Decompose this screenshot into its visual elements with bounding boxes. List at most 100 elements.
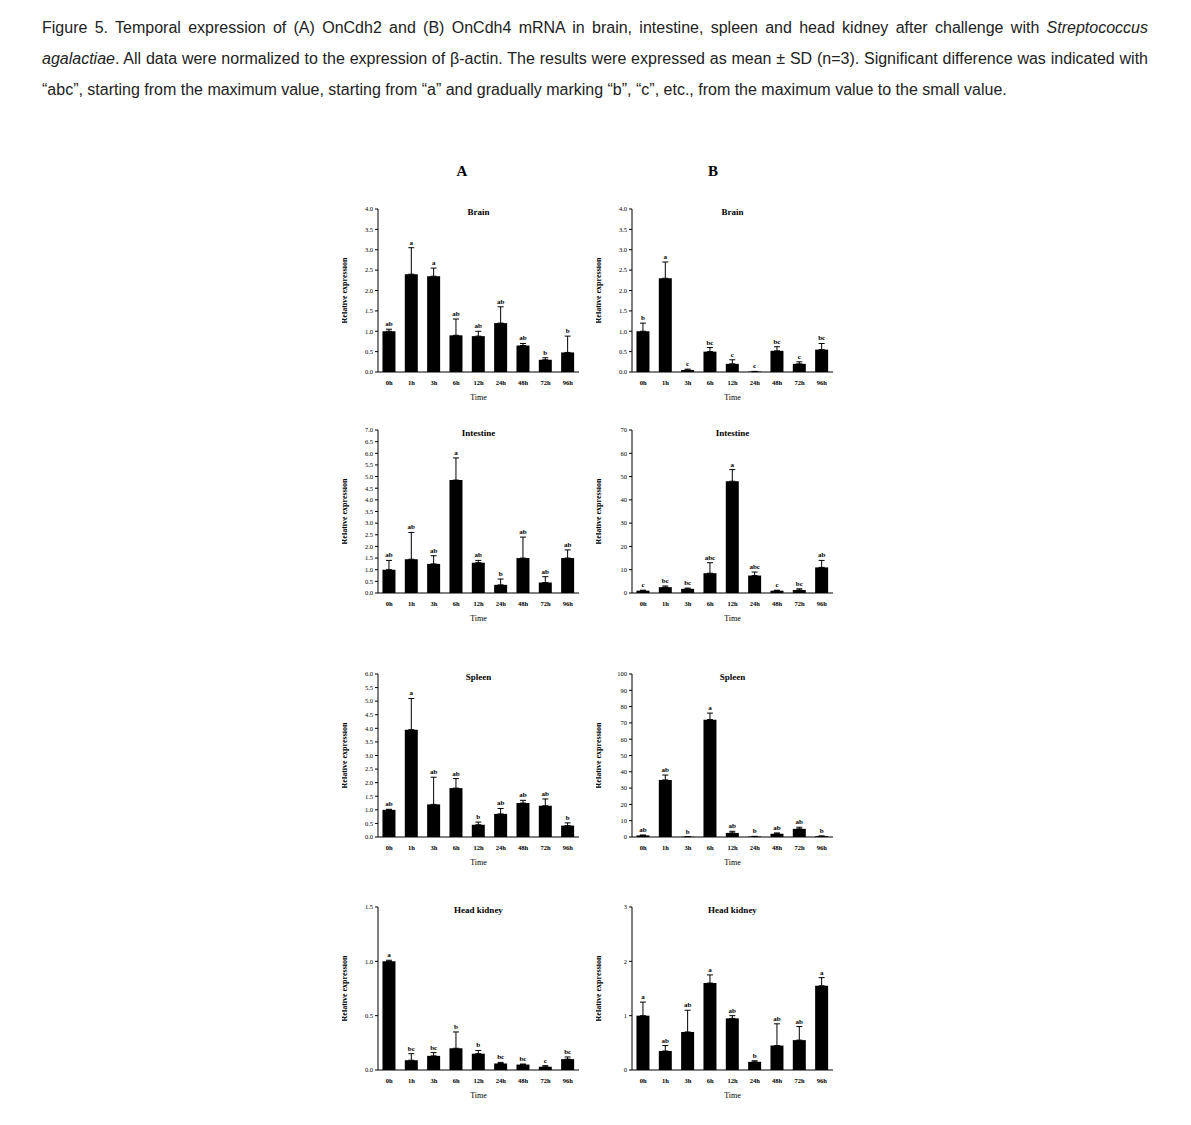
svg-text:24h: 24h: [750, 1077, 761, 1084]
svg-text:ab: ab: [475, 551, 483, 559]
svg-text:Time: Time: [724, 1091, 741, 1100]
svg-text:0h: 0h: [386, 1077, 393, 1084]
svg-text:48h: 48h: [772, 1077, 783, 1084]
svg-text:ab: ab: [430, 768, 438, 776]
svg-text:90: 90: [621, 687, 628, 694]
svg-text:4.5: 4.5: [365, 711, 373, 718]
svg-text:6h: 6h: [707, 844, 714, 851]
svg-text:72h: 72h: [794, 379, 805, 386]
svg-text:0h: 0h: [640, 600, 647, 607]
svg-text:1.0: 1.0: [365, 958, 373, 965]
svg-text:4.5: 4.5: [365, 485, 373, 492]
svg-text:Time: Time: [470, 393, 487, 402]
svg-text:Relative expression: Relative expression: [342, 257, 349, 323]
svg-text:1.0: 1.0: [365, 806, 373, 813]
svg-text:3.0: 3.0: [619, 246, 627, 253]
svg-text:ab: ab: [519, 791, 527, 799]
svg-text:72h: 72h: [794, 600, 805, 607]
svg-text:c: c: [775, 581, 778, 589]
svg-text:ab: ab: [773, 1015, 781, 1023]
svg-text:48h: 48h: [772, 379, 783, 386]
svg-text:6h: 6h: [707, 379, 714, 386]
svg-text:ab: ab: [662, 766, 670, 774]
svg-text:3.0: 3.0: [365, 752, 373, 759]
svg-text:4.0: 4.0: [365, 205, 373, 212]
svg-text:6h: 6h: [453, 379, 460, 386]
svg-text:ab: ab: [796, 1018, 804, 1026]
svg-text:70: 70: [621, 719, 628, 726]
svg-text:ab: ab: [408, 523, 416, 531]
svg-text:12h: 12h: [727, 600, 738, 607]
svg-text:0: 0: [624, 833, 627, 840]
svg-text:bc: bc: [684, 579, 691, 587]
svg-text:c: c: [686, 360, 689, 368]
svg-text:Relative expression: Relative expression: [596, 955, 603, 1021]
svg-text:b: b: [753, 827, 757, 835]
svg-text:48h: 48h: [518, 844, 529, 851]
svg-text:ab: ab: [684, 1001, 692, 1009]
svg-text:2.5: 2.5: [619, 266, 627, 273]
svg-text:ab: ab: [497, 298, 505, 306]
svg-text:24h: 24h: [750, 844, 761, 851]
svg-text:96h: 96h: [817, 844, 828, 851]
svg-text:1: 1: [624, 1012, 627, 1019]
svg-text:1.5: 1.5: [365, 793, 373, 800]
svg-text:72h: 72h: [540, 844, 551, 851]
svg-text:12h: 12h: [727, 1077, 738, 1084]
svg-text:b: b: [543, 349, 547, 357]
svg-text:3h: 3h: [684, 1077, 691, 1084]
svg-text:1.0: 1.0: [365, 328, 373, 335]
svg-text:3h: 3h: [684, 379, 691, 386]
svg-text:ab: ab: [564, 541, 572, 549]
svg-text:6.5: 6.5: [365, 438, 373, 445]
svg-text:1.0: 1.0: [619, 328, 627, 335]
svg-text:24h: 24h: [496, 600, 507, 607]
svg-text:ab: ab: [796, 818, 804, 826]
svg-text:bc: bc: [706, 339, 713, 347]
svg-text:bc: bc: [662, 577, 669, 585]
svg-text:Relative expression: Relative expression: [342, 955, 349, 1021]
svg-text:a: a: [664, 253, 668, 261]
svg-text:2.0: 2.0: [365, 779, 373, 786]
svg-text:1h: 1h: [408, 379, 415, 386]
svg-text:4.0: 4.0: [365, 725, 373, 732]
svg-text:ab: ab: [729, 822, 737, 830]
svg-text:30: 30: [621, 784, 628, 791]
svg-text:2.0: 2.0: [365, 543, 373, 550]
svg-text:a: a: [410, 689, 414, 697]
svg-text:96h: 96h: [817, 379, 828, 386]
svg-text:c: c: [641, 581, 644, 589]
svg-text:0: 0: [624, 1066, 627, 1073]
svg-text:40: 40: [621, 768, 628, 775]
svg-text:0.5: 0.5: [365, 348, 373, 355]
svg-text:12h: 12h: [473, 379, 484, 386]
svg-text:a: a: [708, 966, 712, 974]
svg-text:5.0: 5.0: [365, 697, 373, 704]
svg-text:2: 2: [624, 958, 627, 965]
svg-text:a: a: [432, 259, 436, 267]
svg-text:96h: 96h: [817, 1077, 828, 1084]
svg-text:6h: 6h: [453, 844, 460, 851]
svg-text:3h: 3h: [684, 844, 691, 851]
svg-text:Time: Time: [724, 858, 741, 867]
svg-text:0: 0: [624, 589, 627, 596]
svg-text:3.0: 3.0: [365, 519, 373, 526]
svg-text:b: b: [753, 1052, 757, 1060]
svg-text:b: b: [476, 813, 480, 821]
svg-text:96h: 96h: [817, 600, 828, 607]
svg-text:3.0: 3.0: [365, 246, 373, 253]
svg-text:bc: bc: [430, 1044, 437, 1052]
svg-text:bc: bc: [497, 1053, 504, 1061]
svg-text:ab: ab: [475, 322, 483, 330]
svg-text:3h: 3h: [430, 1077, 437, 1084]
svg-text:3h: 3h: [430, 844, 437, 851]
svg-text:2.5: 2.5: [365, 266, 373, 273]
svg-text:80: 80: [621, 703, 628, 710]
svg-text:bc: bc: [519, 1055, 526, 1063]
svg-text:3: 3: [624, 903, 627, 910]
svg-text:1.5: 1.5: [619, 307, 627, 314]
svg-text:1.5: 1.5: [365, 554, 373, 561]
svg-text:bc: bc: [564, 1048, 571, 1056]
svg-text:ab: ab: [662, 1037, 670, 1045]
svg-text:1h: 1h: [662, 1077, 669, 1084]
